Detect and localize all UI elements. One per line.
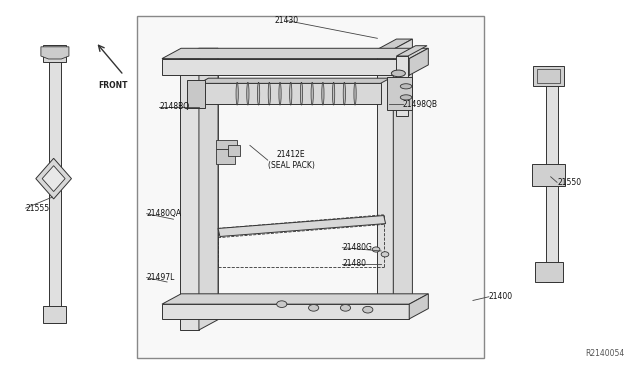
- Polygon shape: [49, 45, 61, 323]
- Text: 21430: 21430: [275, 16, 299, 25]
- Polygon shape: [180, 48, 218, 59]
- Polygon shape: [44, 45, 67, 62]
- Polygon shape: [44, 306, 67, 323]
- Text: 2148BQ: 2148BQ: [159, 102, 189, 111]
- Text: R2140054: R2140054: [586, 350, 625, 359]
- Polygon shape: [537, 69, 560, 83]
- Polygon shape: [162, 48, 428, 59]
- Polygon shape: [203, 75, 218, 304]
- Ellipse shape: [400, 95, 412, 100]
- Polygon shape: [378, 49, 394, 317]
- Polygon shape: [199, 83, 381, 104]
- Text: 21412E
(SEAL PACK): 21412E (SEAL PACK): [268, 150, 315, 170]
- Ellipse shape: [311, 82, 314, 105]
- Polygon shape: [162, 294, 428, 304]
- Polygon shape: [180, 59, 199, 330]
- Polygon shape: [409, 294, 428, 319]
- Polygon shape: [218, 215, 385, 237]
- Polygon shape: [199, 48, 218, 330]
- Bar: [137, 16, 484, 358]
- Polygon shape: [41, 47, 69, 59]
- Ellipse shape: [400, 84, 412, 89]
- Text: 21480G: 21480G: [342, 243, 372, 252]
- Polygon shape: [36, 158, 72, 199]
- Polygon shape: [396, 46, 427, 56]
- Text: 21497L: 21497L: [147, 273, 175, 282]
- Ellipse shape: [268, 82, 271, 105]
- Text: 21480QA: 21480QA: [147, 209, 182, 218]
- Text: 21550: 21550: [557, 178, 581, 187]
- Text: FRONT: FRONT: [98, 81, 127, 90]
- Ellipse shape: [340, 305, 351, 311]
- Ellipse shape: [354, 82, 356, 105]
- Ellipse shape: [381, 252, 389, 257]
- Polygon shape: [532, 164, 565, 186]
- Ellipse shape: [343, 82, 346, 105]
- Polygon shape: [199, 78, 390, 83]
- Ellipse shape: [372, 247, 380, 252]
- Polygon shape: [409, 48, 428, 75]
- Polygon shape: [42, 166, 65, 192]
- Polygon shape: [394, 39, 412, 317]
- Ellipse shape: [392, 70, 405, 77]
- Polygon shape: [387, 77, 412, 110]
- Text: 21400: 21400: [489, 292, 513, 301]
- Polygon shape: [203, 65, 237, 75]
- Ellipse shape: [247, 82, 249, 105]
- Polygon shape: [188, 80, 205, 108]
- Ellipse shape: [276, 301, 287, 308]
- Ellipse shape: [363, 307, 373, 313]
- Polygon shape: [228, 145, 241, 156]
- Polygon shape: [533, 66, 564, 86]
- Text: 21480: 21480: [342, 259, 366, 268]
- Polygon shape: [216, 149, 236, 164]
- Ellipse shape: [322, 82, 324, 105]
- Polygon shape: [546, 66, 557, 282]
- Ellipse shape: [300, 82, 303, 105]
- Polygon shape: [162, 59, 409, 75]
- Ellipse shape: [257, 82, 260, 105]
- Ellipse shape: [308, 305, 319, 311]
- Polygon shape: [162, 304, 409, 319]
- Text: 21498QB: 21498QB: [403, 100, 438, 109]
- Ellipse shape: [279, 82, 281, 105]
- Polygon shape: [396, 56, 408, 116]
- Polygon shape: [535, 262, 563, 282]
- Text: 21555: 21555: [26, 203, 50, 213]
- Ellipse shape: [333, 82, 335, 105]
- Polygon shape: [378, 39, 412, 49]
- Polygon shape: [216, 140, 237, 149]
- Ellipse shape: [290, 82, 292, 105]
- Ellipse shape: [236, 82, 238, 105]
